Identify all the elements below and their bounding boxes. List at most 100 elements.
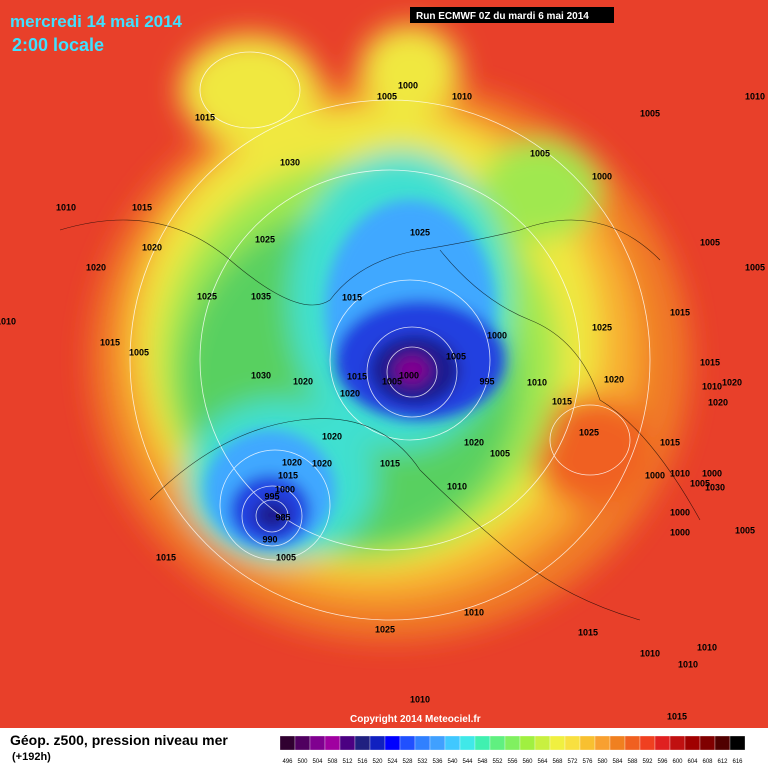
copyright: Copyright 2014 Meteociel.fr (350, 714, 481, 725)
legend-label: 616 (732, 759, 743, 765)
isobar-label: 1015 (156, 552, 176, 562)
legend-swatch (639, 735, 656, 751)
isobar-label: 1005 (700, 237, 720, 247)
isobar-label: 1015 (342, 292, 362, 302)
isobar-label: 1015 (195, 112, 215, 122)
isobar-label: 1015 (278, 470, 298, 480)
legend-label: 584 (612, 759, 623, 765)
isobar-label: 1015 (667, 711, 687, 721)
isobar-label: 1010 (697, 642, 717, 652)
legend-label: 500 (297, 759, 308, 765)
legend-swatch (609, 735, 626, 751)
legend-swatch (504, 735, 521, 751)
isobar-label: 1005 (690, 478, 710, 488)
legend-label: 552 (492, 759, 503, 765)
legend-label: 568 (552, 759, 563, 765)
isobar-label: 1010 (56, 202, 76, 212)
isobar-label: 1005 (530, 148, 550, 158)
legend-swatch (429, 735, 446, 751)
legend-swatch (714, 735, 731, 751)
isobar-label: 1025 (579, 427, 599, 437)
legend-swatch (414, 735, 431, 751)
legend-swatch (354, 735, 371, 751)
isobar-label: 1010 (452, 91, 472, 101)
isobar-label: 1005 (377, 91, 397, 101)
isobar-label: 1020 (708, 397, 728, 407)
legend-label: 608 (702, 759, 713, 765)
legend-label: 544 (462, 759, 473, 765)
isobar-label: 1030 (705, 482, 725, 492)
legend-swatch (729, 735, 746, 751)
isobar-label: 1020 (293, 376, 313, 386)
isobar-label: 1020 (464, 437, 484, 447)
isobar-label: 1025 (255, 234, 275, 244)
isobar-label: 1020 (142, 242, 162, 252)
legend-label: 532 (417, 759, 428, 765)
legend-label: 508 (327, 759, 338, 765)
isobar-label: 1005 (745, 262, 765, 272)
legend-swatch (279, 735, 296, 751)
run-box (410, 7, 614, 23)
legend-label: 536 (432, 759, 443, 765)
legend-label: 564 (537, 759, 548, 765)
isobar-label: 1030 (251, 370, 271, 380)
legend-swatch (684, 735, 701, 751)
map-subtitle: 2:00 locale (12, 35, 104, 55)
isobar-label: 1020 (604, 374, 624, 384)
isobar-label: 1015 (552, 396, 572, 406)
legend-swatch (459, 735, 476, 751)
legend-swatch (594, 735, 611, 751)
legend-swatch (369, 735, 386, 751)
isobar-label: 1020 (722, 377, 742, 387)
isobar-label: 1025 (197, 291, 217, 301)
legend-swatch (384, 735, 401, 751)
legend-swatch (399, 735, 416, 751)
legend-swatch (699, 735, 716, 751)
legend-label: 560 (522, 759, 533, 765)
isobar-label: 1000 (487, 330, 507, 340)
isobar-label: 1005 (490, 448, 510, 458)
legend-swatch (549, 735, 566, 751)
field-name: Géop. z500, pression niveau mer (10, 732, 228, 748)
isobar-label: 995 (264, 491, 279, 501)
isobar-label: 1020 (282, 457, 302, 467)
isobar-label: 1010 (702, 381, 722, 391)
isobar-label: 1035 (251, 291, 271, 301)
legend-label: 512 (342, 759, 353, 765)
isobar-label: 995 (479, 376, 494, 386)
isobar-label: 990 (262, 534, 277, 544)
isobar-label: 1000 (670, 507, 690, 517)
isobar-label: 1010 (0, 316, 16, 326)
legend-swatch (654, 735, 671, 751)
legend-label: 580 (597, 759, 608, 765)
run-info: Run ECMWF 0Z du mardi 6 mai 2014 (416, 11, 589, 22)
isobar-label: 1010 (464, 607, 484, 617)
legend-swatch (519, 735, 536, 751)
isobar-label: 1000 (592, 171, 612, 181)
isobar-label: 1020 (322, 431, 342, 441)
isobar-label: 1000 (275, 484, 295, 494)
isobar-label: 1015 (132, 202, 152, 212)
isobar-label: 985 (275, 512, 290, 522)
isobar-label: 1005 (129, 347, 149, 357)
map-title: mercredi 14 mai 2014 (10, 12, 183, 31)
isobar-labels: 1015 1030 1000 1005 1010 1005 1010 1005 1000 1010… (0, 80, 765, 721)
isobar-label: 1025 (410, 227, 430, 237)
isobar-label: 1015 (100, 337, 120, 347)
legend-label: 524 (387, 759, 398, 765)
isobar-label: 1005 (446, 351, 466, 361)
isobar-label: 1005 (276, 552, 296, 562)
isobar-label: 1015 (380, 458, 400, 468)
legend-label: 528 (402, 759, 413, 765)
isobar-label: 1015 (670, 307, 690, 317)
legend-label: 576 (582, 759, 593, 765)
legend-swatch (339, 735, 356, 751)
isobar-label: 1005 (382, 376, 402, 386)
legend-label: 504 (312, 759, 323, 765)
isobar-label: 1030 (280, 157, 300, 167)
legend-label: 540 (447, 759, 458, 765)
isobar-label: 1010 (640, 648, 660, 658)
legend-label: 588 (627, 759, 638, 765)
